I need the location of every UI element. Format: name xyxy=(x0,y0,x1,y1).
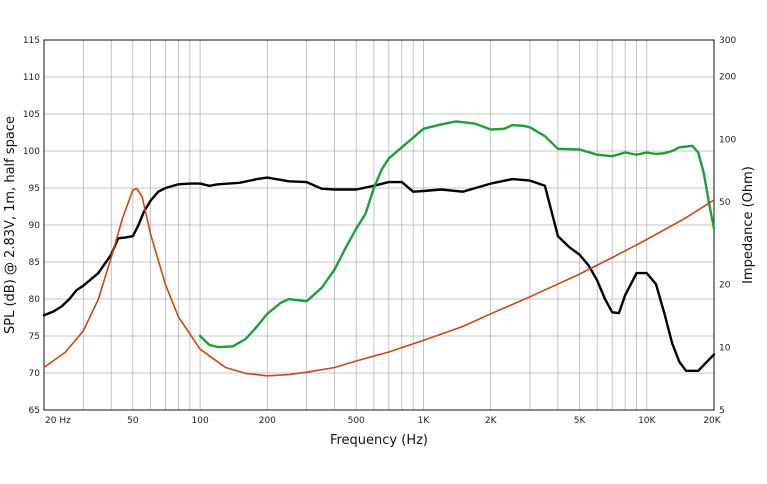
right-y-tick-label: 5 xyxy=(719,406,725,416)
x-axis-label: Frequency (Hz) xyxy=(330,433,428,448)
x-tick-label: 10K xyxy=(638,416,656,426)
x-tick-label: 50 xyxy=(127,416,139,426)
left-y-tick-label: 110 xyxy=(23,73,40,83)
left-y-axis-label: SPL (dB) @ 2.83V, 1m, half space xyxy=(3,116,18,334)
left-y-tick-label: 105 xyxy=(23,110,40,120)
grid-lines xyxy=(44,40,714,410)
series-layer xyxy=(42,120,716,377)
right-y-tick-label: 10 xyxy=(719,343,731,353)
left-y-tick-label: 75 xyxy=(29,332,40,342)
left-y-tick-label: 65 xyxy=(29,406,40,416)
x-tick-label: 2K xyxy=(485,416,498,426)
right-y-tick-label: 200 xyxy=(719,73,736,83)
x-tick-label: 500 xyxy=(348,416,365,426)
right-y-axis-ticks: 5 10 20 50 100 200 300 xyxy=(719,36,736,416)
right-y-tick-label: 20 xyxy=(719,281,731,291)
right-y-tick-label: 100 xyxy=(719,135,736,145)
right-y-tick-label: 50 xyxy=(719,198,731,208)
right-y-axis-label: Impedance (Ohm) xyxy=(741,166,756,284)
x-tick-label: 1K xyxy=(418,416,431,426)
x-tick-label: 5K xyxy=(574,416,587,426)
x-tick-label: 20 Hz xyxy=(45,416,71,426)
left-y-tick-label: 80 xyxy=(29,295,41,305)
impedance-curve xyxy=(43,187,715,377)
left-y-tick-label: 95 xyxy=(29,184,40,194)
x-tick-label: 100 xyxy=(192,416,209,426)
left-y-tick-label: 100 xyxy=(23,147,40,157)
spl-curve-green xyxy=(198,120,716,349)
left-y-tick-label: 90 xyxy=(29,221,41,231)
x-tick-label: 200 xyxy=(259,416,276,426)
spl-curve-black xyxy=(42,176,716,372)
x-axis-ticks: 20 Hz 50 100 200 500 1K 2K 5K 10K 20K xyxy=(45,416,722,426)
left-y-axis-ticks: 65 70 75 80 85 90 95 100 105 110 115 xyxy=(23,36,40,416)
left-y-tick-label: 85 xyxy=(29,258,40,268)
left-y-tick-label: 70 xyxy=(29,369,41,379)
x-tick-label: 20K xyxy=(703,416,721,426)
left-y-tick-label: 115 xyxy=(23,36,40,46)
right-y-tick-label: 300 xyxy=(719,36,736,46)
